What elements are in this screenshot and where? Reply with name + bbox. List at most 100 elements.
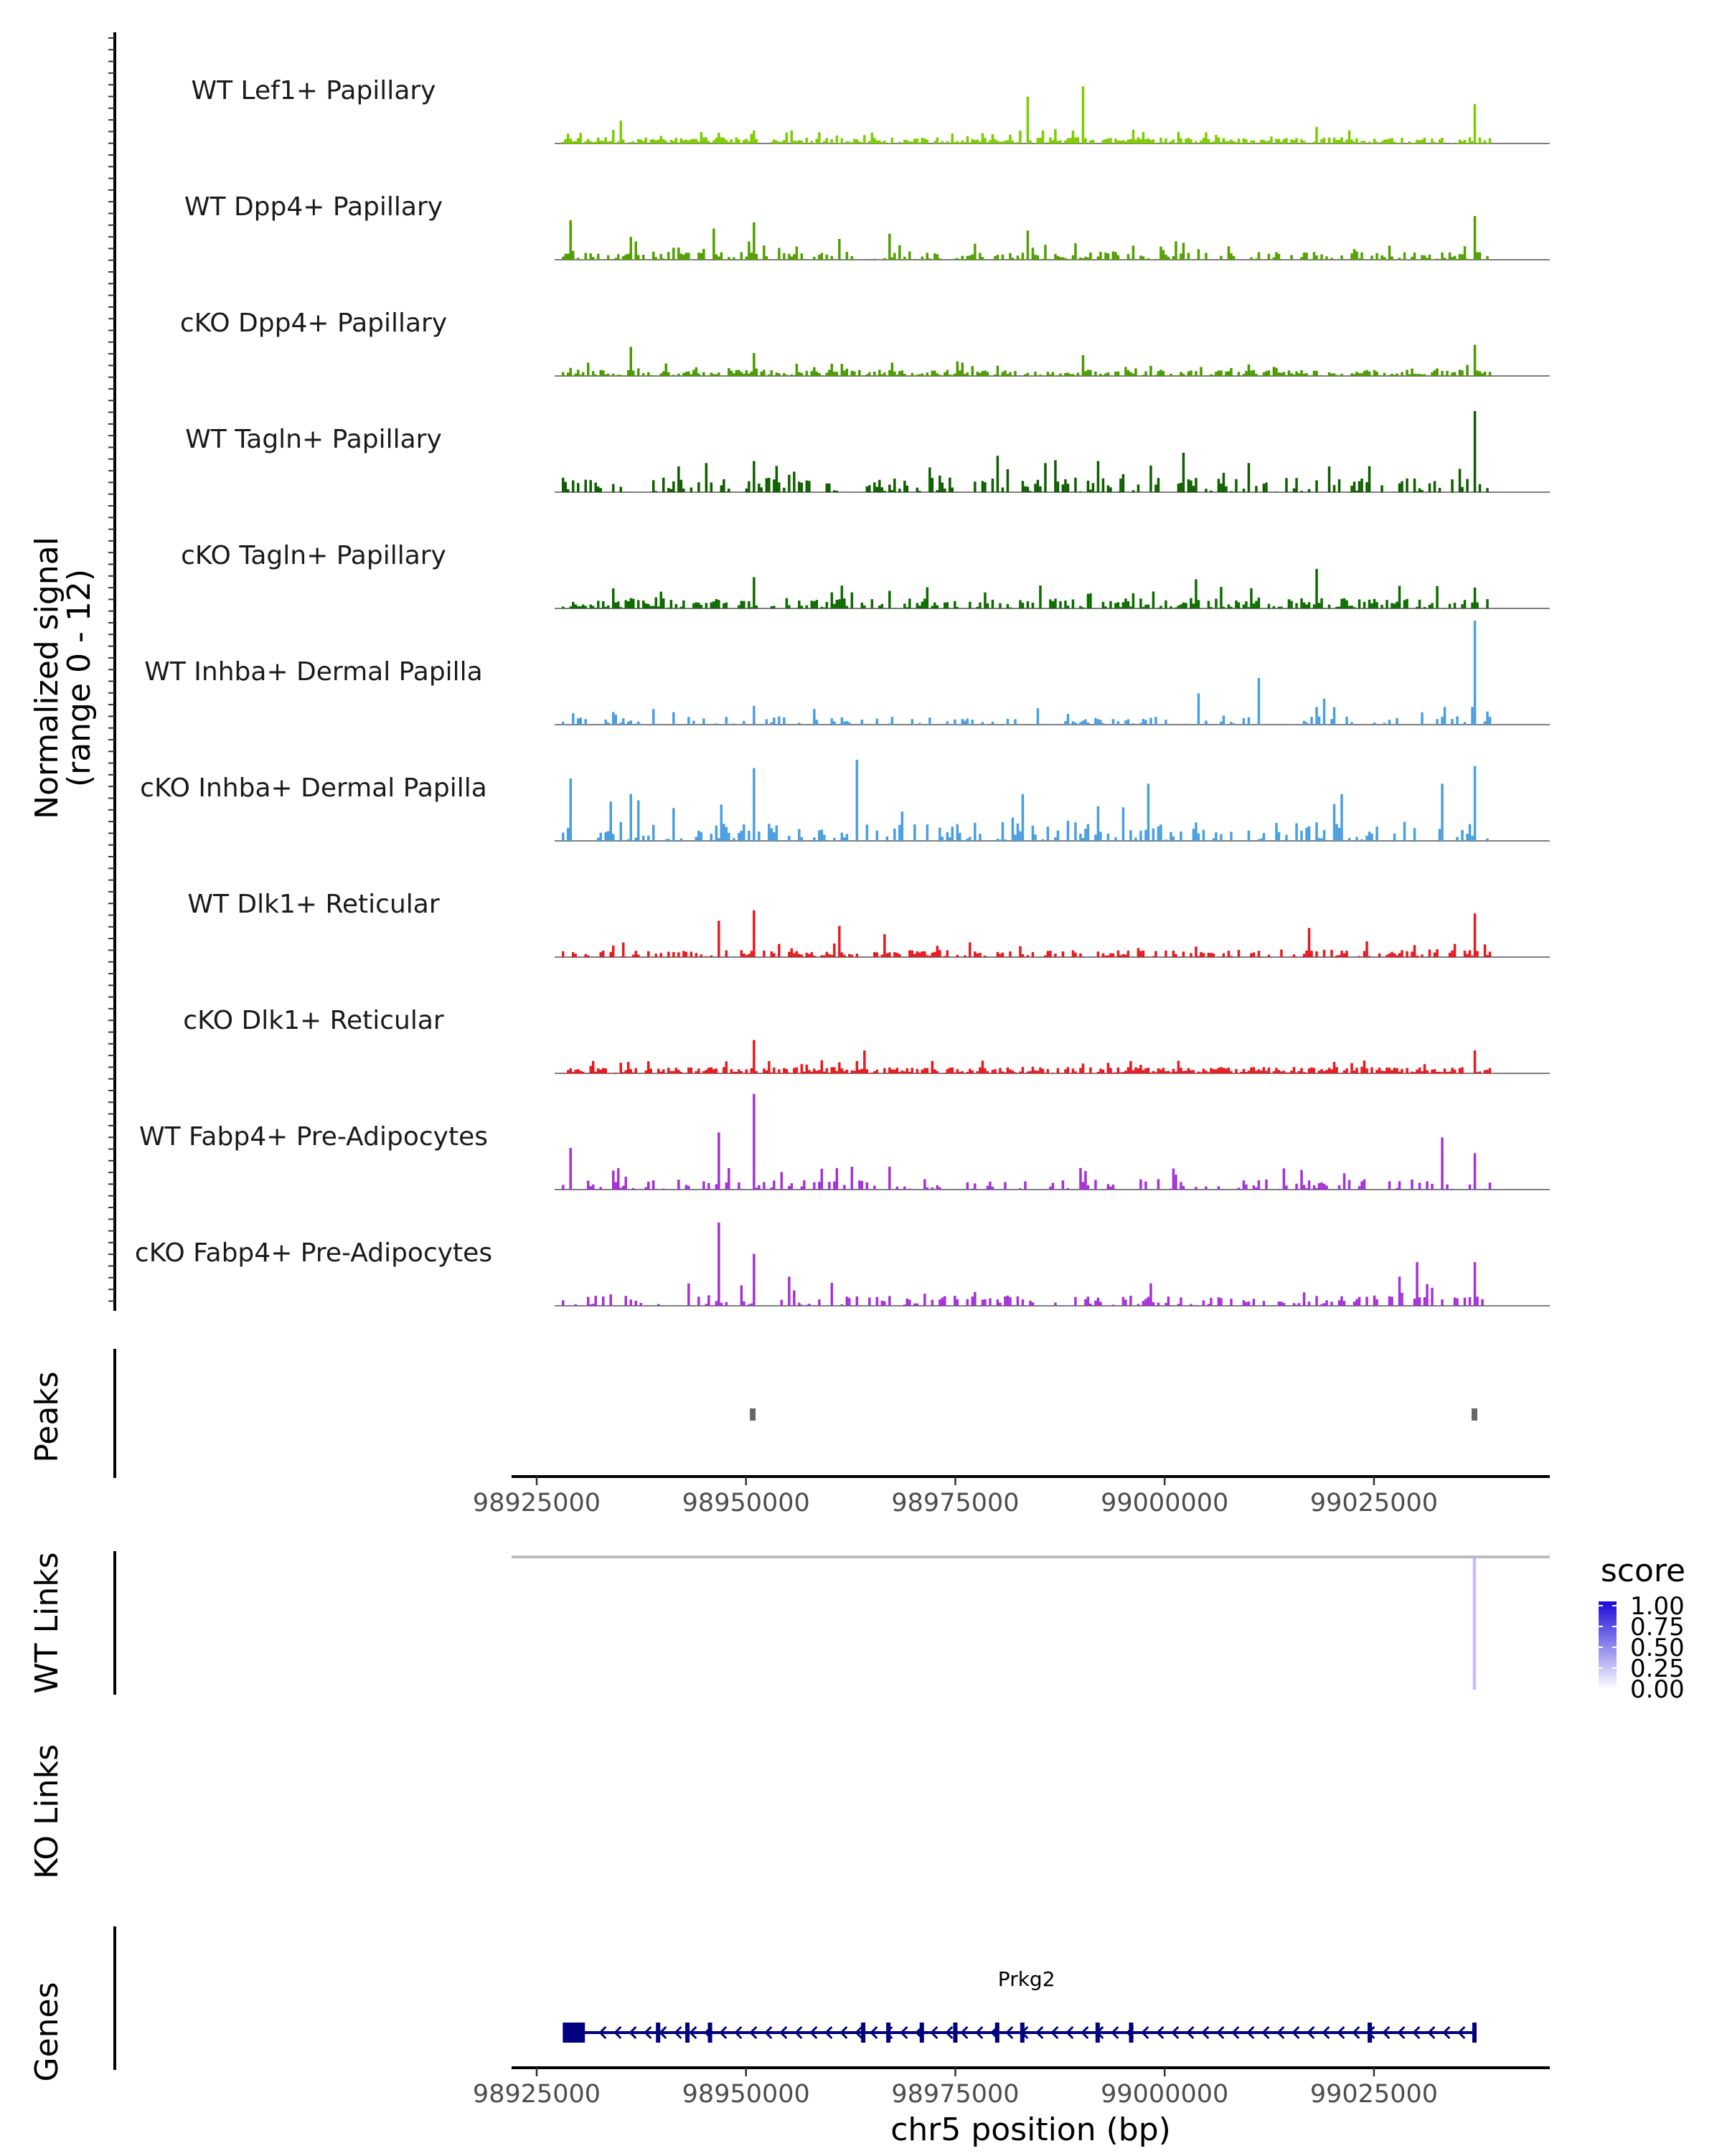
coverage-bar: [751, 253, 753, 260]
coverage-bar: [682, 373, 685, 376]
coverage-bar: [670, 489, 673, 493]
coverage-bar: [1489, 1182, 1492, 1190]
coverage-bar: [592, 371, 595, 376]
coverage-bar: [625, 956, 628, 957]
coverage-bar: [1139, 139, 1142, 143]
coverage-bar: [1177, 484, 1180, 492]
coverage-bar: [999, 603, 1002, 608]
coverage-bar: [888, 485, 891, 493]
coverage-bar: [1451, 257, 1454, 260]
coverage-bar: [602, 601, 605, 608]
coverage-bar: [841, 952, 844, 957]
coverage-bar: [1335, 375, 1338, 376]
coverage-bar: [997, 141, 999, 143]
coverage-bar: [836, 491, 839, 492]
coverage-bar: [1328, 605, 1331, 608]
coverage-bar: [908, 598, 911, 608]
coverage-bar: [896, 1187, 899, 1190]
coverage-bar: [612, 484, 615, 492]
coverage-bar: [1476, 951, 1479, 957]
coverage-bar: [620, 722, 623, 725]
coverage-bar: [1180, 138, 1182, 143]
coverage-bar: [808, 1070, 811, 1073]
track-7: cKO Inhba+ Dermal Papilla: [140, 760, 1550, 841]
coverage-bar: [1479, 484, 1482, 492]
coverage-bar: [1218, 1068, 1220, 1073]
coverage-bar: [712, 374, 715, 376]
coverage-bar: [562, 257, 565, 260]
track-3: cKO Dpp4+ Papillary: [180, 309, 1550, 376]
coverage-bar: [818, 1070, 821, 1073]
coverage-bar: [1391, 952, 1393, 957]
coverage-bar: [868, 372, 871, 376]
coverage-bar: [715, 723, 718, 725]
coverage-bar: [1280, 607, 1283, 609]
coverage-bar: [1042, 259, 1045, 260]
coverage-bar: [1255, 258, 1258, 260]
coverage-bar: [660, 254, 663, 260]
coverage-bar: [818, 132, 821, 143]
coverage-bar: [1139, 1065, 1142, 1073]
coverage-bar: [796, 1068, 799, 1073]
coverage-bar: [725, 1302, 728, 1306]
coverage-bar: [1323, 699, 1326, 725]
coverage-bar: [728, 257, 730, 260]
coverage-bar: [818, 373, 821, 376]
coverage-bar: [1436, 949, 1439, 957]
coverage-bar: [1019, 601, 1022, 609]
coverage-bar: [846, 721, 849, 725]
coverage-bar: [826, 255, 829, 260]
coverage-bar: [1228, 604, 1231, 608]
coverage-bar: [1029, 1071, 1032, 1073]
coverage-bar: [1170, 606, 1172, 608]
coverage-bar: [1308, 602, 1311, 608]
coverage-bar: [1444, 1068, 1446, 1073]
coverage-bar: [635, 951, 638, 957]
coverage-bar: [1170, 141, 1172, 143]
coverage-bar: [1273, 606, 1276, 608]
coverage-bar: [728, 833, 730, 841]
coverage-bar: [1388, 720, 1391, 725]
coverage-bar: [971, 720, 974, 725]
coverage-bar: [1398, 586, 1401, 608]
coverage-bar: [627, 722, 630, 725]
coverage-bar: [813, 956, 816, 957]
coverage-bar: [926, 588, 929, 609]
coverage-bar: [923, 1068, 926, 1073]
coverage-bar: [738, 606, 740, 608]
coverage-bar: [710, 603, 713, 609]
coverage-bar: [1248, 717, 1251, 725]
coverage-bar: [858, 141, 861, 143]
coverage-bar: [1002, 141, 1004, 143]
coverage-bar: [1250, 258, 1253, 260]
coverage-bar: [577, 483, 580, 492]
coverage-bar: [1223, 1068, 1225, 1073]
coverage-bar: [745, 138, 748, 143]
coverage-bar: [933, 253, 936, 260]
coverage-bar: [707, 1295, 710, 1306]
coverage-bar: [1144, 720, 1147, 725]
coverage-bar: [1233, 141, 1236, 143]
coverage-bar: [778, 717, 781, 725]
coverage-bar: [1014, 719, 1017, 725]
coverage-bar: [806, 606, 809, 608]
coverage-bar: [1293, 375, 1296, 376]
coverage-bar: [1441, 371, 1444, 376]
coverage-bar: [1225, 141, 1228, 143]
coverage-bar: [1089, 141, 1092, 143]
coverage-bar: [768, 375, 771, 376]
coverage-bar: [1288, 370, 1291, 376]
coverage-bar: [1230, 607, 1233, 608]
coverage-bar: [592, 257, 595, 260]
coverage-bar: [647, 372, 650, 376]
coverage-bar: [662, 598, 665, 608]
coverage-bar: [751, 134, 753, 143]
coverage-bar: [1449, 953, 1452, 957]
coverage-bar: [831, 1283, 834, 1306]
coverage-bar: [597, 486, 600, 492]
coverage-bar: [1358, 258, 1361, 260]
coverage-bar: [866, 824, 869, 841]
coverage-bar: [1461, 830, 1464, 841]
coverage-bar: [813, 1068, 816, 1073]
